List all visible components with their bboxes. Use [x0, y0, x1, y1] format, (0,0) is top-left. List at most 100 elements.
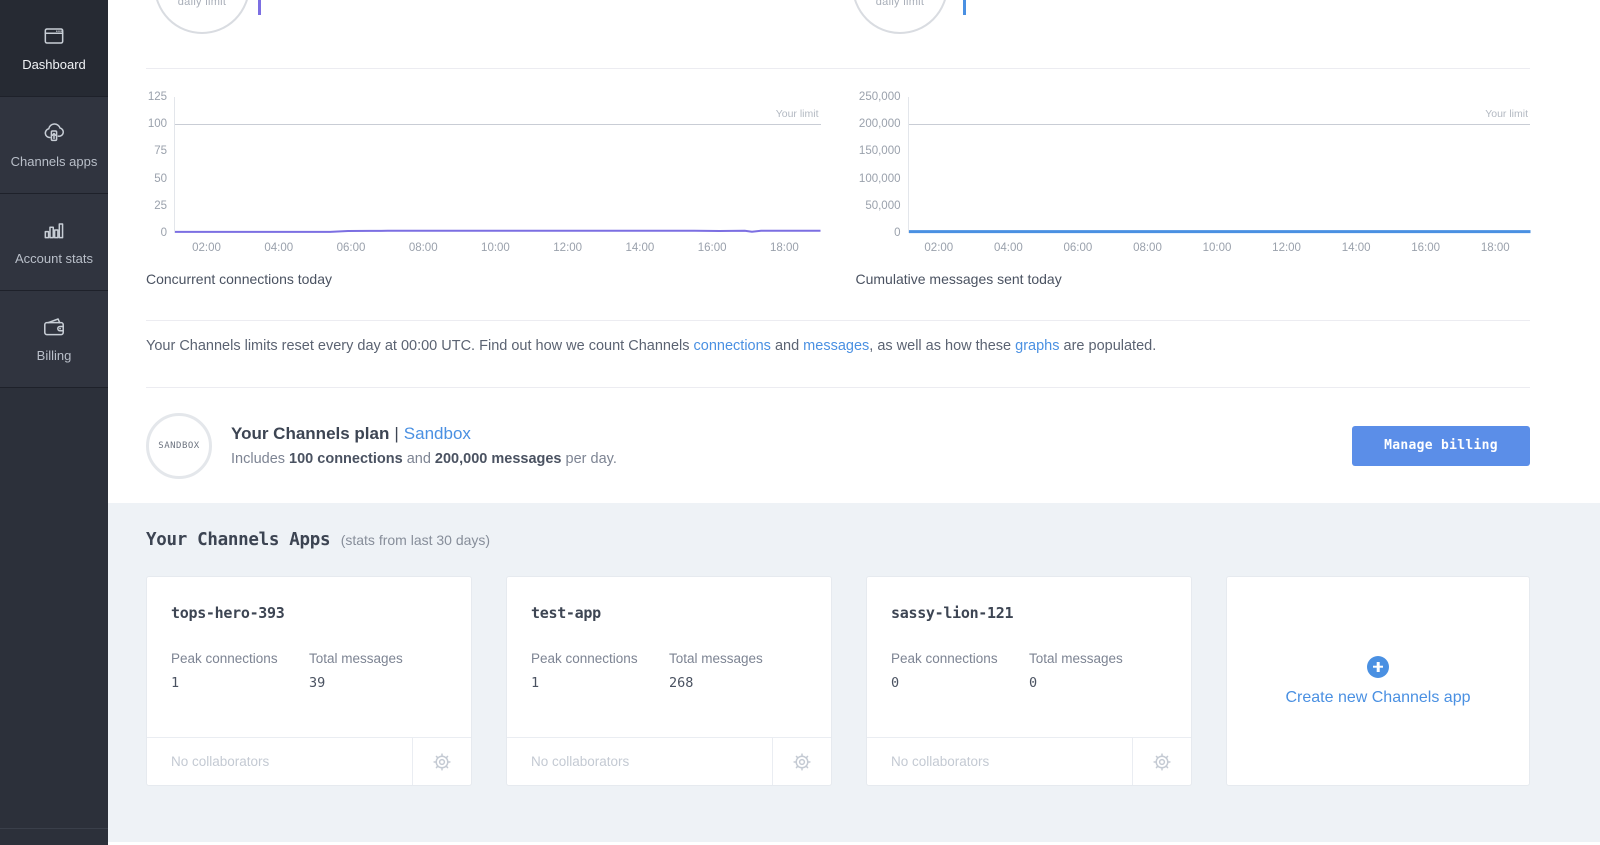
sidebar-bottom-strip [0, 828, 108, 845]
plan-info: Your Channels plan | Sandbox Includes 100 … [231, 424, 617, 467]
app-card-sassy-lion-121: sassy-lion-121 Peak connections 0 Total … [866, 576, 1192, 786]
total-messages-label: Total messages [669, 651, 763, 666]
channels-apps-icon [44, 123, 64, 142]
y-axis-tick: 150,000 [858, 145, 901, 158]
limits-note: Your Channels limits reset every day at … [146, 321, 1530, 388]
app-name-link[interactable]: sassy-lion-121 [891, 604, 1014, 622]
connections-chart-xaxis: 02:00 04:00 06:00 08:00 10:00 12:00 14:00 16:00… [174, 233, 821, 257]
peak-connections-value: 0 [891, 675, 900, 691]
graphs-link[interactable]: graphs [1015, 338, 1060, 354]
x-axis-tick: 02:00 [924, 242, 954, 254]
x-axis-tick: 16:00 [1411, 242, 1441, 254]
sidebar-item-label: Channels apps [10, 154, 98, 170]
sidebar-item-channels-apps[interactable]: Channels apps [0, 97, 108, 194]
plus-icon [1367, 655, 1389, 678]
app-cards-row: tops-hero-393 Peak connections 1 Total m… [146, 576, 1530, 786]
messages-chart: 250,000 200,000 150,000 100,000 50,000 0 Your… [855, 91, 1531, 287]
sidebar-item-dashboard[interactable]: Dashboard [0, 0, 108, 97]
app-settings-button[interactable] [412, 738, 471, 785]
y-axis-tick: 100,000 [858, 172, 901, 185]
note-text: Your Channels limits reset every day at … [146, 338, 694, 354]
peak-connections-label: Peak connections [171, 651, 278, 666]
app-settings-button[interactable] [1132, 738, 1191, 785]
apps-section: Your Channels Apps (stats from last 30 d… [108, 503, 1600, 842]
sidebar-spacer [0, 388, 108, 828]
x-axis-tick: 14:00 [625, 242, 655, 254]
x-axis-tick: 04:00 [993, 242, 1023, 254]
apps-subheading: (stats from last 30 days) [340, 532, 491, 548]
sidebar-item-label: Billing [36, 348, 72, 364]
note-text: are populated. [1059, 338, 1157, 354]
plan-connections-limit: 100 connections [289, 451, 403, 467]
y-axis-tick: 50,000 [865, 199, 901, 212]
y-axis-tick: 250,000 [858, 91, 901, 103]
x-axis-tick: 06:00 [1063, 242, 1093, 254]
connections-link[interactable]: connections [693, 338, 771, 354]
account-stats-icon [44, 223, 64, 239]
total-messages-label: Total messages [1029, 651, 1123, 666]
x-axis-tick: 10:00 [481, 242, 510, 254]
create-app-label: Create new Channels app [1285, 688, 1471, 706]
plan-title: Your Channels plan [231, 424, 390, 443]
x-axis-tick: 08:00 [1133, 242, 1162, 254]
limit-line [175, 124, 821, 126]
messages-link[interactable]: messages [803, 338, 870, 354]
x-axis-tick: 12:00 [1272, 242, 1301, 254]
billing-icon [44, 318, 64, 336]
plan-desc-text: and [402, 451, 435, 467]
create-new-channels-app-button[interactable]: Create new Channels app [1226, 576, 1530, 786]
messages-chart-yaxis: 250,000 200,000 150,000 100,000 50,000 0 [856, 91, 908, 239]
app-card-tops-hero-393: tops-hero-393 Peak connections 1 Total m… [146, 576, 472, 786]
messages-gauge-label: daily limit [875, 0, 925, 8]
x-axis-tick: 14:00 [1341, 242, 1371, 254]
collaborators-label: No collaborators [891, 754, 990, 769]
sidebar-item-label: Account stats [14, 251, 94, 267]
charts-section: 125 100 75 50 25 0 Your limit 02:00 04:00 06:00… [146, 69, 1530, 321]
connections-gauge-label: daily limit [177, 0, 227, 8]
y-axis-tick: 50 [154, 172, 167, 185]
y-axis-tick: 100 [147, 118, 167, 131]
messages-gauge-marker [963, 0, 966, 15]
limit-line [908, 124, 1530, 126]
note-text: and [770, 338, 804, 354]
plan-desc-text: Includes [231, 451, 290, 467]
plan-desc-text: per day. [561, 451, 617, 467]
app-name-link[interactable]: tops-hero-393 [171, 604, 285, 622]
messages-chart-plot: Your limit [907, 97, 1530, 234]
sidebar-item-billing[interactable]: Billing [0, 291, 108, 388]
sidebar-item-account-stats[interactable]: Account stats [0, 194, 108, 291]
total-messages-value: 39 [309, 675, 326, 691]
dashboard-icon [44, 28, 64, 45]
collaborators-label: No collaborators [531, 754, 630, 769]
connections-chart-yaxis: 125 100 75 50 25 0 [146, 91, 174, 239]
y-axis-tick: 25 [154, 199, 167, 212]
sidebar: Dashboard Channels apps Account stats Bi… [0, 0, 108, 845]
app-card-test-app: test-app Peak connections 1 Total messag… [506, 576, 832, 786]
limit-label: Your limit [775, 108, 819, 121]
messages-series-line [908, 230, 1530, 234]
messages-chart-xaxis: 02:00 04:00 06:00 08:00 10:00 12:00 14:00 16:00… [908, 233, 1531, 257]
gauge-strip: daily limit daily limit [146, 0, 1530, 69]
plan-separator: | [394, 424, 399, 443]
x-axis-tick: 04:00 [264, 242, 294, 254]
chart-caption: Cumulative messages sent today [855, 271, 1062, 287]
x-axis-tick: 10:00 [1202, 242, 1232, 254]
sandbox-badge: SANDBOX [146, 412, 212, 479]
x-axis-tick: 18:00 [769, 242, 799, 254]
plan-name-link[interactable]: Sandbox [403, 424, 471, 443]
x-axis-tick: 12:00 [553, 242, 583, 254]
y-axis-tick: 0 [894, 227, 901, 239]
connections-chart: 125 100 75 50 25 0 Your limit 02:00 04:00 06:00… [146, 91, 821, 287]
peak-connections-label: Peak connections [531, 651, 638, 666]
note-text: , as well as how these [869, 338, 1016, 354]
total-messages-label: Total messages [309, 651, 403, 666]
app-name-link[interactable]: test-app [531, 604, 601, 622]
peak-connections-value: 1 [171, 675, 180, 691]
gear-icon [793, 752, 811, 771]
x-axis-tick: 08:00 [408, 242, 438, 254]
x-axis-tick: 16:00 [697, 242, 727, 254]
manage-billing-button[interactable]: Manage billing [1352, 425, 1530, 466]
collaborators-label: No collaborators [171, 754, 270, 769]
connections-series-line [175, 229, 821, 233]
app-settings-button[interactable] [772, 738, 831, 785]
